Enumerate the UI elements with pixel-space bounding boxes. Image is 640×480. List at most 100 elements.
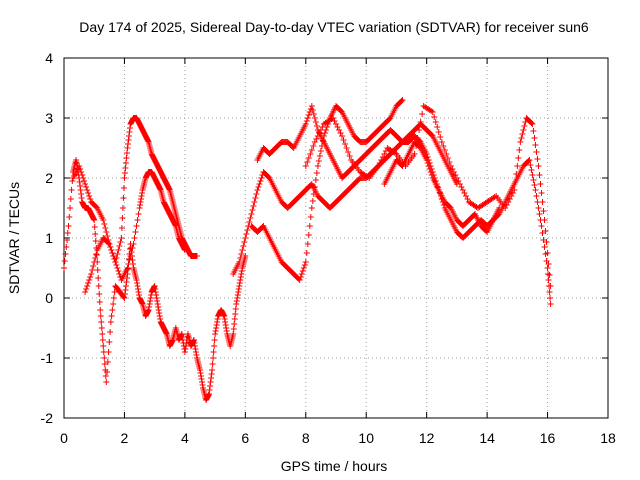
- data-point: [107, 244, 114, 250]
- x-tick-label: 10: [358, 430, 374, 446]
- data-point: [199, 382, 206, 388]
- y-tick-label: 3: [45, 110, 53, 126]
- data-point: [121, 170, 128, 176]
- data-point: [325, 118, 332, 124]
- data-point: [303, 250, 310, 256]
- data-point: [240, 243, 247, 249]
- data-point: [197, 370, 204, 376]
- data-point: [210, 349, 217, 355]
- data-point: [191, 343, 198, 349]
- data-point: [233, 301, 240, 307]
- data-point: [108, 247, 115, 253]
- data-point: [321, 130, 328, 136]
- data-point: [84, 283, 91, 289]
- grid: [64, 58, 608, 418]
- data-point: [342, 141, 349, 147]
- data-point: [339, 133, 346, 139]
- data-point: [257, 178, 264, 184]
- data-point: [529, 121, 536, 127]
- data-point: [519, 131, 526, 137]
- data-point: [213, 322, 220, 328]
- data-point: [114, 265, 121, 271]
- data-point: [534, 156, 541, 162]
- y-tick-label: 1: [45, 230, 53, 246]
- series-trace-3: [82, 169, 188, 295]
- data-point: [145, 307, 152, 313]
- data-point: [414, 135, 421, 141]
- data-point: [190, 337, 197, 343]
- y-tick-label: -2: [41, 410, 54, 426]
- data-point: [125, 133, 132, 139]
- data-point: [302, 121, 309, 127]
- data-point: [417, 119, 424, 125]
- data-point: [253, 191, 260, 197]
- data-point: [73, 157, 80, 163]
- data-point: [61, 258, 68, 264]
- data-point: [104, 359, 111, 365]
- data-point: [122, 287, 129, 293]
- data-point: [416, 127, 423, 133]
- data-point: [192, 346, 199, 352]
- data-point: [111, 256, 118, 262]
- data-point: [534, 199, 541, 205]
- data-point: [91, 217, 98, 223]
- data-point: [91, 224, 98, 230]
- data-point: [122, 165, 129, 171]
- data-point: [234, 292, 241, 298]
- data-point: [207, 379, 214, 385]
- data-point: [302, 163, 309, 169]
- data-point: [516, 147, 523, 153]
- series-trace-7: [248, 97, 406, 283]
- data-point: [113, 262, 120, 268]
- data-point: [310, 191, 317, 197]
- data-point: [309, 107, 316, 113]
- data-point: [134, 280, 141, 286]
- data-point: [214, 319, 221, 325]
- data-point: [532, 142, 539, 148]
- data-point: [425, 163, 432, 169]
- data-point: [138, 193, 145, 199]
- data-point: [146, 304, 153, 310]
- data-point: [154, 298, 161, 304]
- data-point: [530, 128, 537, 134]
- data-point: [102, 373, 109, 379]
- data-point: [191, 340, 198, 346]
- data-point: [166, 186, 173, 192]
- x-axis-label: GPS time / hours: [281, 458, 388, 474]
- data-point: [538, 190, 545, 196]
- data-point: [209, 367, 216, 373]
- data-point: [214, 316, 221, 322]
- data-point: [93, 251, 100, 257]
- data-point: [88, 271, 95, 277]
- data-point: [91, 259, 98, 265]
- data-point: [307, 151, 314, 157]
- data-point: [446, 159, 453, 165]
- data-point: [212, 328, 219, 334]
- data-point: [95, 275, 102, 281]
- data-point: [303, 118, 310, 124]
- data-point: [156, 310, 163, 316]
- data-point: [432, 119, 439, 125]
- data-point: [458, 184, 465, 190]
- data-point: [531, 182, 538, 188]
- data-point: [232, 311, 239, 317]
- data-point: [80, 175, 87, 181]
- data-point: [316, 153, 323, 159]
- data-point: [246, 219, 253, 225]
- data-point: [304, 241, 311, 247]
- x-tick-label: 0: [60, 430, 68, 446]
- data-point: [238, 251, 245, 257]
- data-point: [197, 367, 203, 373]
- data-point: [98, 319, 105, 325]
- data-point: [320, 133, 327, 139]
- data-point: [134, 217, 141, 223]
- data-point: [528, 167, 535, 173]
- data-point: [95, 283, 102, 289]
- data-point: [152, 289, 159, 295]
- data-point: [311, 139, 318, 145]
- data-point: [77, 166, 84, 172]
- data-point: [239, 247, 246, 253]
- data-point: [542, 228, 549, 234]
- data-point: [539, 199, 546, 205]
- data-point: [109, 250, 116, 256]
